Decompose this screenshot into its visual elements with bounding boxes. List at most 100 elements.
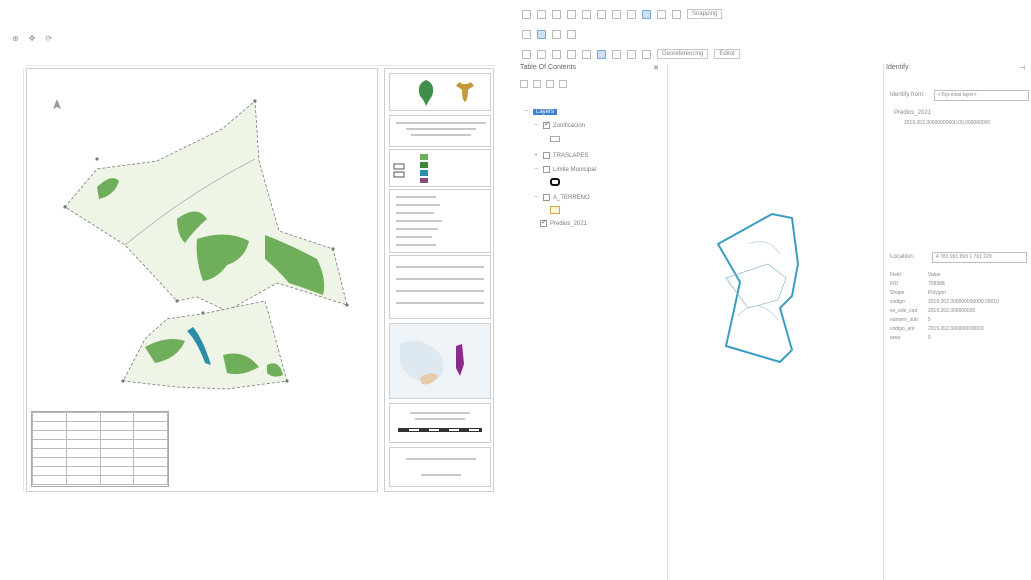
expand-icon[interactable]: − [534,122,539,129]
toc-header: Table Of Contents ✕ [520,64,667,76]
table-row[interactable]: codigo_ant 2019.202.300000000000 [890,325,984,332]
select-features-icon[interactable] [597,49,606,59]
pan-icon[interactable]: ✥ [28,33,36,43]
identify-from-label: Identify from: [890,92,925,98]
refresh-icon[interactable]: ⟳ [45,33,53,43]
green-zone [97,178,119,199]
list-by-drawing-order-icon[interactable] [520,80,528,88]
new-icon[interactable] [522,9,531,19]
list-by-source-icon[interactable] [533,80,541,88]
identify-window: Identify ⊣ Identify from: <Top-most laye… [886,64,1031,580]
zoom-out-icon[interactable] [537,49,546,59]
fixed-zoom-icon[interactable] [582,49,591,59]
search-window-icon[interactable] [657,9,666,19]
green-zone [177,211,207,243]
expand-icon[interactable]: − [534,166,539,173]
field-value-table: Field Value FID 758988 Shape Polygon codigo… [890,270,1030,342]
list-by-visibility-icon[interactable] [546,80,554,88]
selected-parcel-outline [716,212,800,364]
symbol-swatch [550,178,560,186]
layout-page[interactable] [26,68,378,492]
layout-view: ⊕ ✥ ⟳ [0,0,510,580]
green-zone [196,234,249,281]
catalog-icon[interactable] [642,9,651,19]
zoom-icon[interactable]: ⊕ [12,33,19,43]
main-toolbar: Snapping [516,4,1031,24]
toc-layer-traslapes[interactable]: + TRASLAPES [534,152,589,159]
table-of-contents: Table Of Contents ✕ − Layers − Zonificac… [520,64,668,580]
parcel-polygon-south [122,300,288,390]
layer-visibility-checkbox[interactable] [543,152,550,159]
table-row[interactable]: ve_ede_cod 2019.202.300000000 [890,307,976,314]
toc-layer-zonificacion[interactable]: − Zonificacion [534,120,585,129]
pin-icon[interactable]: ⊣ [1018,65,1025,72]
close-icon[interactable]: ✕ [653,65,659,72]
river [187,327,211,365]
identify-tree-feature[interactable]: 2019.202.30000000000.09,000000000 [904,120,991,126]
toc-layer-a-terreno[interactable]: − A_TERRENO [534,194,590,201]
toc-layer-predios[interactable]: Predios_2021 [540,218,587,227]
scale-bar [398,428,482,432]
table-row[interactable]: codigo 2019.202.300000000000.09010 [890,298,999,305]
secondary-toolbar [516,24,1031,44]
layer-visibility-checkbox[interactable] [540,218,547,227]
list-by-selection-icon[interactable] [559,80,567,88]
vertex-icon[interactable] [567,29,576,39]
add-data-icon[interactable] [627,9,636,19]
vertical-ruler [18,68,24,492]
map-legend-panel [384,68,494,492]
north-arrow-icon [53,99,61,109]
identify-tool-icon[interactable] [612,49,621,59]
locator-map [389,323,491,399]
arctoolbox-icon[interactable] [672,9,681,19]
layer-select-icon[interactable] [537,29,546,39]
scale-block [389,403,491,443]
location-label: Location: [890,254,915,260]
table-row[interactable]: FID 758988 [890,280,945,287]
expand-icon[interactable]: − [534,194,539,201]
full-extent-icon[interactable] [567,49,576,59]
collapse-icon[interactable]: − [524,108,529,115]
expand-icon[interactable]: + [534,152,539,159]
print-icon[interactable] [567,9,576,19]
location-value[interactable]: 4 781 991.993 1 761 229 [932,252,1027,263]
copy-icon[interactable] [597,9,606,19]
table-row[interactable]: Shape Polygon [890,289,947,296]
logo-block [389,73,491,111]
legend-block [389,149,491,187]
leaf-logo-icon [418,80,434,106]
green-zone [145,339,185,363]
symbol-swatch [550,206,560,214]
coordinates-table [31,411,169,487]
table-row[interactable]: area 0 [890,334,931,341]
area-table-block [389,255,491,319]
map-display[interactable] [668,64,884,580]
layer-visibility-checkbox[interactable] [543,166,550,173]
toc-data-frame[interactable]: − Layers [524,108,558,115]
open-icon[interactable] [537,9,546,19]
sketch-icon[interactable] [552,29,561,39]
toc-layer-limite-municipal[interactable]: − Limite Municipal [534,166,597,173]
editor-dropdown[interactable]: Editor [714,49,741,59]
locator-highlight [456,344,464,376]
measure-icon[interactable] [642,49,651,59]
cattle-logo-icon [456,82,474,102]
editor-tool-icon[interactable] [522,29,531,39]
identify-tree-layer[interactable]: Predios_2021 [894,110,932,116]
save-icon[interactable] [552,9,561,19]
layer-visibility-checkbox[interactable] [543,194,550,201]
cut-icon[interactable] [582,9,591,19]
table-row[interactable]: numero_sub 5 [890,316,931,323]
georeferencing-dropdown[interactable]: Georeferencing [657,49,709,59]
green-zone [265,235,325,295]
pan-tool-icon[interactable] [552,49,561,59]
find-icon[interactable] [627,49,636,59]
map-canvas-svg [716,212,800,364]
layer-visibility-checkbox[interactable] [543,120,550,129]
zoom-in-icon[interactable] [522,49,531,59]
info-block [389,189,491,253]
layers-label[interactable]: Layers [533,108,558,115]
paste-icon[interactable] [612,9,621,19]
identify-from-dropdown[interactable]: <Top-most layer> [934,90,1029,101]
snapping-dropdown[interactable]: Snapping [687,9,723,19]
